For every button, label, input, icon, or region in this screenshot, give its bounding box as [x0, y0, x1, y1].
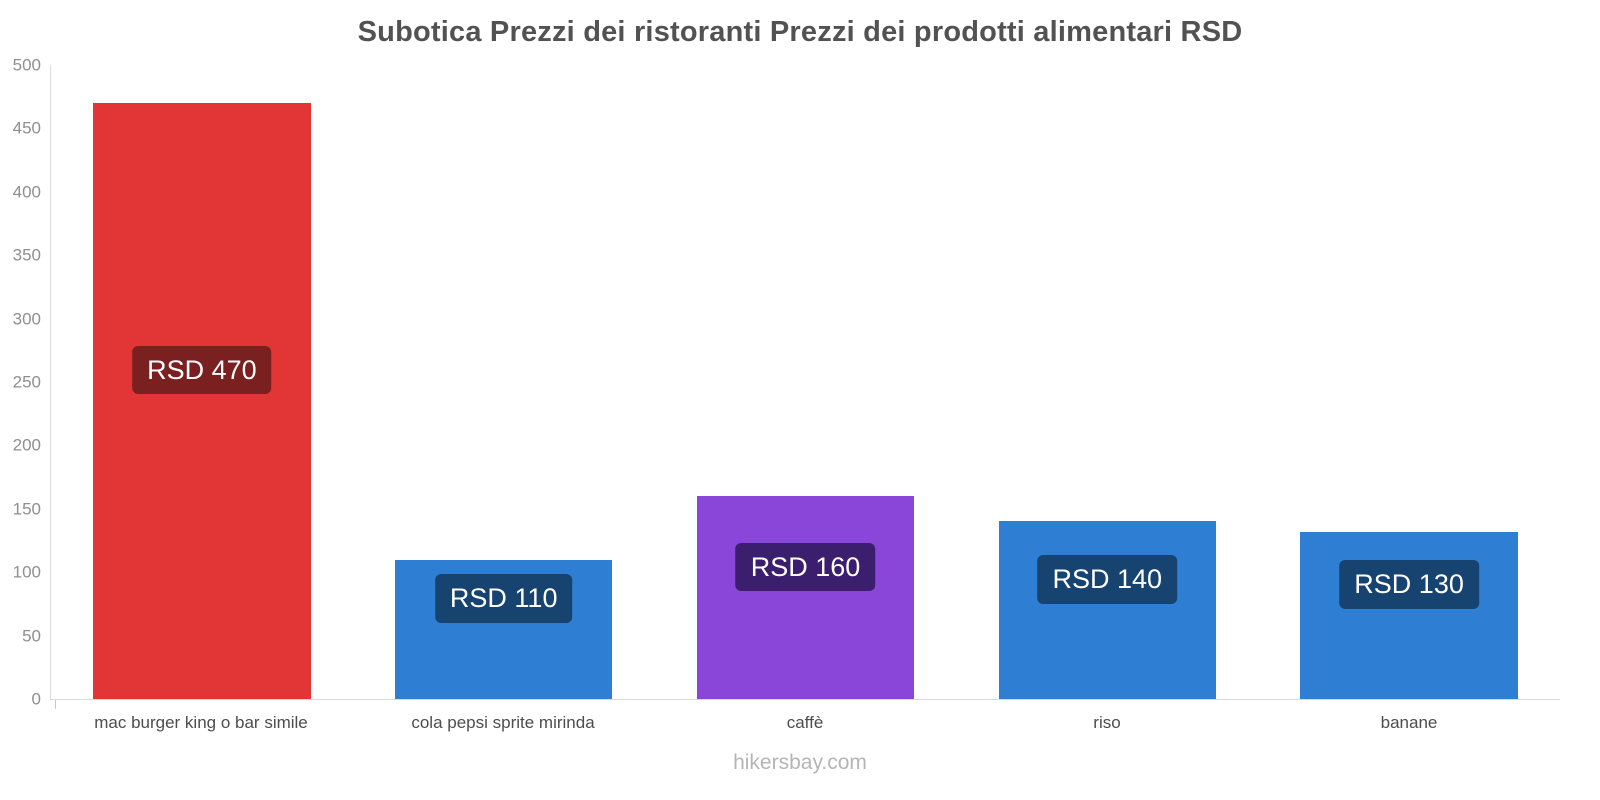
- bar-column-3: RSD 140: [956, 65, 1258, 699]
- bar-column-4: RSD 130: [1258, 65, 1560, 699]
- y-tick-label-100: 100: [12, 562, 41, 582]
- watermark: hikersbay.com: [733, 751, 867, 774]
- y-tick-label-300: 300: [12, 309, 41, 329]
- bar-column-2: RSD 160: [655, 65, 957, 699]
- x-category-label-2: caffè: [786, 713, 824, 732]
- y-tick-label-50: 50: [22, 626, 41, 646]
- x-axis-labels: mac burger king o bar simile cola pepsi s…: [50, 713, 1560, 733]
- bar-value-label-3: RSD 140: [1037, 555, 1178, 604]
- y-tick-label-250: 250: [12, 372, 41, 392]
- bar-value-label-1: RSD 110: [434, 574, 573, 623]
- y-tick-label-150: 150: [12, 499, 41, 519]
- bar-0: RSD 470: [93, 103, 311, 699]
- bar-4: RSD 130: [1300, 531, 1518, 699]
- bar-value-label-2: RSD 160: [735, 542, 876, 591]
- x-category-label-1: cola pepsi sprite mirinda: [411, 713, 595, 732]
- x-category-label-0: mac burger king o bar simile: [94, 713, 308, 732]
- x-category-label-4: banane: [1380, 713, 1438, 732]
- x-category-label-3: riso: [1093, 713, 1121, 732]
- chart-title: Subotica Prezzi dei ristoranti Prezzi de…: [357, 16, 1243, 48]
- y-tick-label-500: 500: [12, 55, 41, 75]
- bar-column-0: RSD 470: [51, 65, 353, 699]
- y-tick-label-450: 450: [12, 118, 41, 138]
- bar-value-label-0: RSD 470: [132, 346, 272, 395]
- bar-value-label-4: RSD 130: [1339, 560, 1479, 609]
- plot-area: 0 50 100 150 200 250 300 350 400 450 500 RSD 470 RS…: [13, 57, 1560, 709]
- y-tick-label-350: 350: [12, 245, 41, 265]
- y-tick-label-200: 200: [12, 435, 41, 455]
- bar-1: RSD 110: [395, 559, 613, 699]
- y-tick-label-400: 400: [12, 182, 41, 202]
- bars-container: RSD 470 RSD 110 RSD 160 RSD 140 RSD 130: [51, 65, 1560, 699]
- y-tick-label-0: 0: [31, 689, 41, 709]
- bar-column-1: RSD 110: [353, 65, 655, 699]
- x-axis-tick: [55, 700, 56, 709]
- bar-2: RSD 160: [696, 496, 915, 699]
- bar-3: RSD 140: [998, 521, 1216, 699]
